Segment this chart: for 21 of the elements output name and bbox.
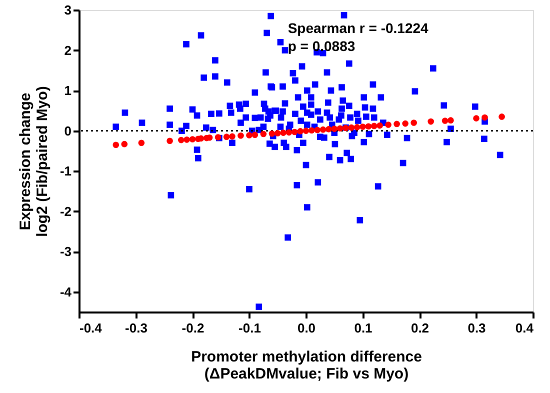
y-tick-label: 3 (64, 2, 72, 18)
y-tick-label: -3 (60, 244, 72, 260)
x-axis-title: Promoter methylation difference (ΔPeakDMvalue; Fib vs Myo) (191, 348, 422, 382)
annotation: p = 0.0883 (288, 38, 356, 54)
x-tick-label: -0.2 (182, 320, 204, 336)
annotation: Spearman r = -0.1224 (288, 20, 429, 36)
x-tick-label: 0.0 (297, 320, 316, 336)
x-tick-label: -0.3 (125, 320, 148, 336)
y-tick-label: -1 (60, 164, 72, 179)
x-tick-label: 0.1 (354, 320, 372, 336)
y-tick-label: 0 (64, 123, 72, 138)
y-tick-label: 2 (64, 42, 72, 58)
x-tick-label: -0.4 (80, 320, 103, 336)
x-tick-label: 0.2 (410, 320, 430, 336)
y-tick-label: -2 (60, 204, 72, 219)
x-tick-label: 0.3 (468, 320, 486, 336)
x-tick-label: 0.4 (515, 320, 534, 336)
y-tick-label: 1 (64, 83, 72, 98)
x-tick-label: -0.1 (238, 320, 261, 336)
y-axis-title: Expression change log2 (Fib/paired Myo) (16, 86, 51, 237)
y-tick-label: -4 (60, 284, 72, 300)
